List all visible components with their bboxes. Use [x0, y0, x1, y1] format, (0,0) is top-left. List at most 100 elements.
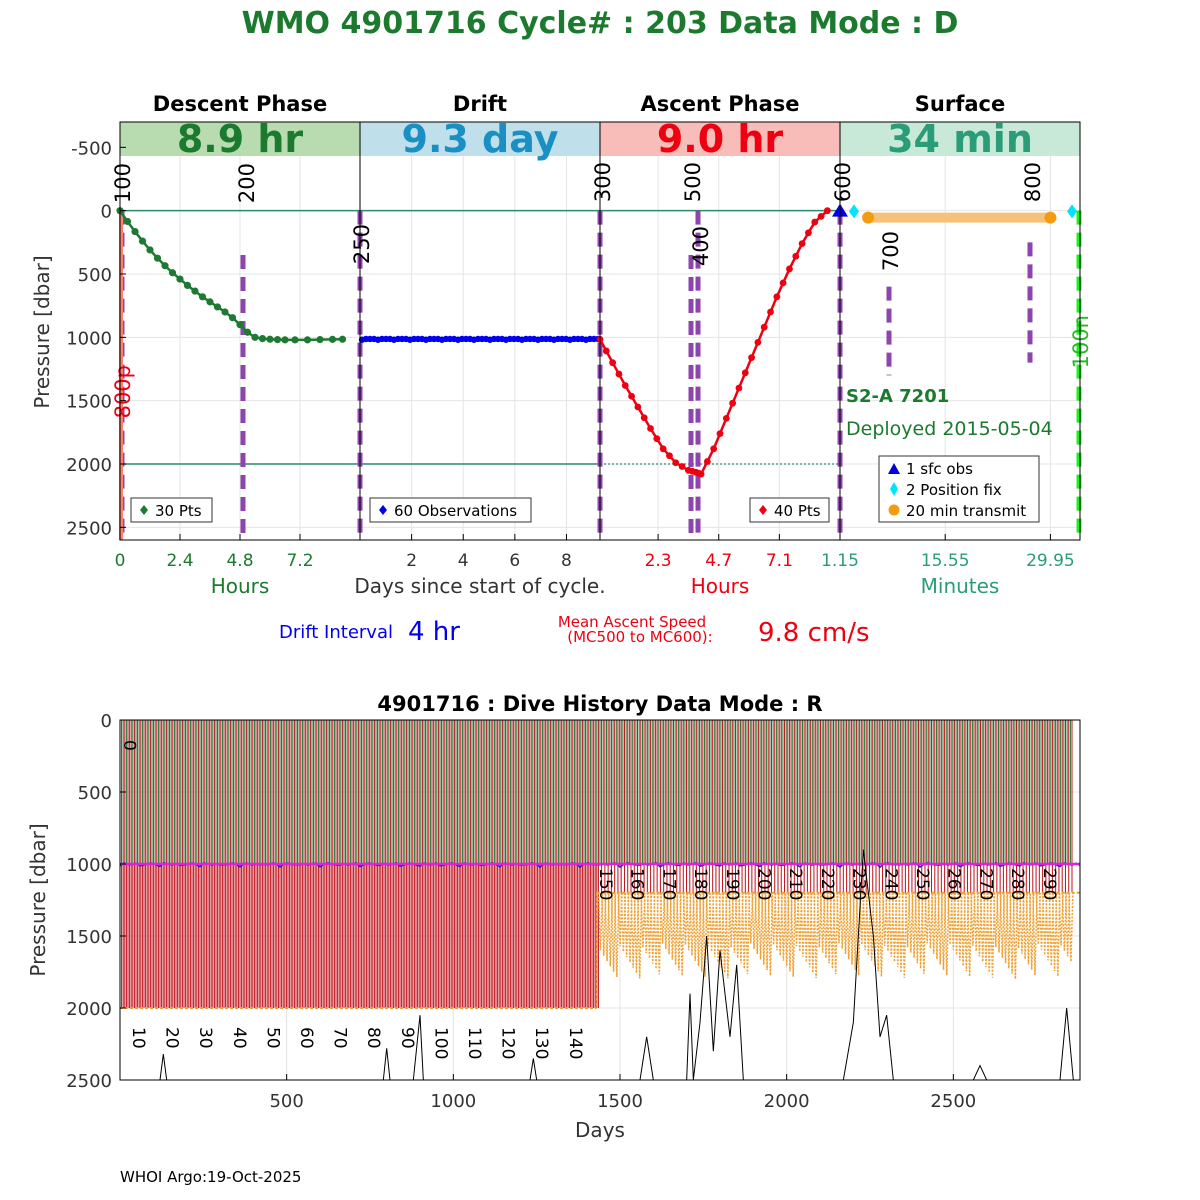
- ascent-point: [823, 207, 831, 215]
- dive-profile-trace: [953, 892, 960, 956]
- bottom-axes-frame: [119, 719, 1081, 1081]
- ascent-point: [640, 414, 648, 422]
- descent-point: [138, 237, 147, 245]
- ascent-point: [748, 354, 755, 361]
- legend-marker: [759, 505, 767, 515]
- descent-point: [251, 333, 259, 341]
- dive-profile-trace: [908, 892, 914, 953]
- dive-profile-trace: [715, 892, 721, 963]
- dive-profile-trace: [973, 892, 979, 952]
- top-ytick-label: 2500: [66, 518, 112, 539]
- dive-profile-trace: [623, 892, 630, 958]
- legend-sfc-obs-marker: [888, 463, 900, 474]
- cycle-label: 140: [565, 1027, 585, 1059]
- mc-label: 600: [831, 162, 855, 202]
- descent-point: [191, 287, 199, 295]
- cycle-plot: 8.9 hr 9.3 day 9.0 hr 34 min Descent Phase D…: [30, 92, 1093, 648]
- dive-profile-trace: [924, 892, 930, 944]
- ascent-point: [735, 384, 743, 392]
- cycle-label: 0: [119, 740, 139, 751]
- top-xtick-label: 15.55: [921, 551, 970, 571]
- dive-profile-trace: [610, 892, 617, 972]
- dive-profile-trace: [718, 892, 725, 968]
- cycle-label: 230: [849, 868, 869, 900]
- cycle-label: 120: [498, 1027, 518, 1059]
- legend-label: 40 Pts: [774, 502, 821, 520]
- legend-transmit-marker: [888, 504, 900, 516]
- dive-profile-trace: [868, 892, 875, 961]
- descent-point: [183, 281, 192, 289]
- dive-profile-trace: [1042, 892, 1048, 956]
- cycle-label: 160: [627, 868, 647, 900]
- dive-profile-trace: [826, 892, 832, 964]
- phase-duration-band: [840, 122, 1080, 156]
- mc-label: 100: [111, 163, 135, 203]
- mc-label: 700: [879, 231, 903, 271]
- ascent-point: [672, 459, 680, 467]
- top-xtick-label: 0: [115, 551, 126, 571]
- legend-label: 30 Pts: [155, 502, 202, 520]
- descent-point: [153, 254, 162, 262]
- dive-profile-trace: [852, 892, 859, 971]
- footer-credit: WHOI Argo:19-Oct-2025: [120, 1168, 301, 1186]
- ascent-point: [602, 347, 610, 355]
- ascent-point: [666, 452, 673, 460]
- top-ytick-label: 1500: [66, 392, 112, 413]
- mc-label: 800: [1021, 162, 1045, 202]
- dive-profile-trace: [996, 892, 1002, 953]
- dive-profile-trace: [672, 892, 679, 965]
- cycle-label: 60: [296, 1027, 316, 1049]
- descent-point: [123, 217, 132, 226]
- ascent-point: [760, 323, 768, 331]
- top-xtick-label: 6: [509, 551, 520, 571]
- ascent-point: [697, 470, 705, 478]
- dive-profile-trace: [633, 892, 640, 974]
- dive-profile-trace: [676, 892, 682, 971]
- ascent-point: [817, 212, 825, 220]
- cycle-label: 150: [595, 868, 615, 900]
- dive-profile-trace: [944, 892, 950, 976]
- dive-profile-trace: [842, 892, 849, 955]
- dive-profile-trace: [650, 892, 656, 964]
- dive-profile-trace: [819, 892, 826, 953]
- dive-profile-trace: [679, 892, 685, 976]
- ascent-point: [634, 403, 642, 411]
- dive-profile-trace: [1068, 892, 1074, 962]
- dive-profile-trace: [620, 892, 627, 952]
- phase-duration-value: 34 min: [887, 117, 1033, 161]
- legend-box: [749, 497, 830, 523]
- dive-profile-trace: [940, 892, 947, 970]
- descent-point: [258, 335, 267, 343]
- mc-label: 200: [235, 163, 259, 203]
- cycle-label: 70: [330, 1027, 350, 1049]
- dive-profile-trace: [888, 892, 894, 957]
- dive-profile-trace: [627, 892, 633, 963]
- ascent-point: [609, 359, 617, 367]
- bottom-ytick-label: 1000: [66, 855, 112, 876]
- cycle-label: 290: [1039, 868, 1059, 900]
- bottom-ytick-label: 2500: [66, 1071, 112, 1092]
- descent-point: [338, 335, 347, 343]
- ascent-point: [798, 240, 806, 248]
- cycle-label: 170: [658, 868, 678, 900]
- dive-profile-trace: [754, 892, 761, 955]
- legend-label: 2 Position fix: [906, 481, 1002, 499]
- ascent-speed-sub-label: (MC500 to MC600):: [567, 628, 712, 646]
- position-fix-marker: [1067, 204, 1077, 219]
- dive-profile-trace: [1022, 892, 1028, 960]
- ascent-point: [773, 293, 781, 301]
- cycle-label: 210: [785, 868, 805, 900]
- phase-header: Descent Phase: [153, 92, 327, 116]
- phase-headers: Descent Phase Drift Ascent Phase Surface: [153, 92, 1005, 116]
- phase-duration-bands: 8.9 hr 9.3 day 9.0 hr 34 min: [120, 117, 1080, 161]
- cycle-label: 100: [430, 1027, 450, 1059]
- dive-profile-trace: [748, 892, 754, 944]
- dive-profile-trace: [993, 892, 999, 948]
- dive-profile-trace: [832, 892, 839, 975]
- dive-profile-trace: [666, 892, 672, 955]
- dive-profile-trace: [1028, 892, 1035, 970]
- top-xtick-label: 8: [561, 551, 572, 571]
- dive-profile-trace: [803, 892, 810, 963]
